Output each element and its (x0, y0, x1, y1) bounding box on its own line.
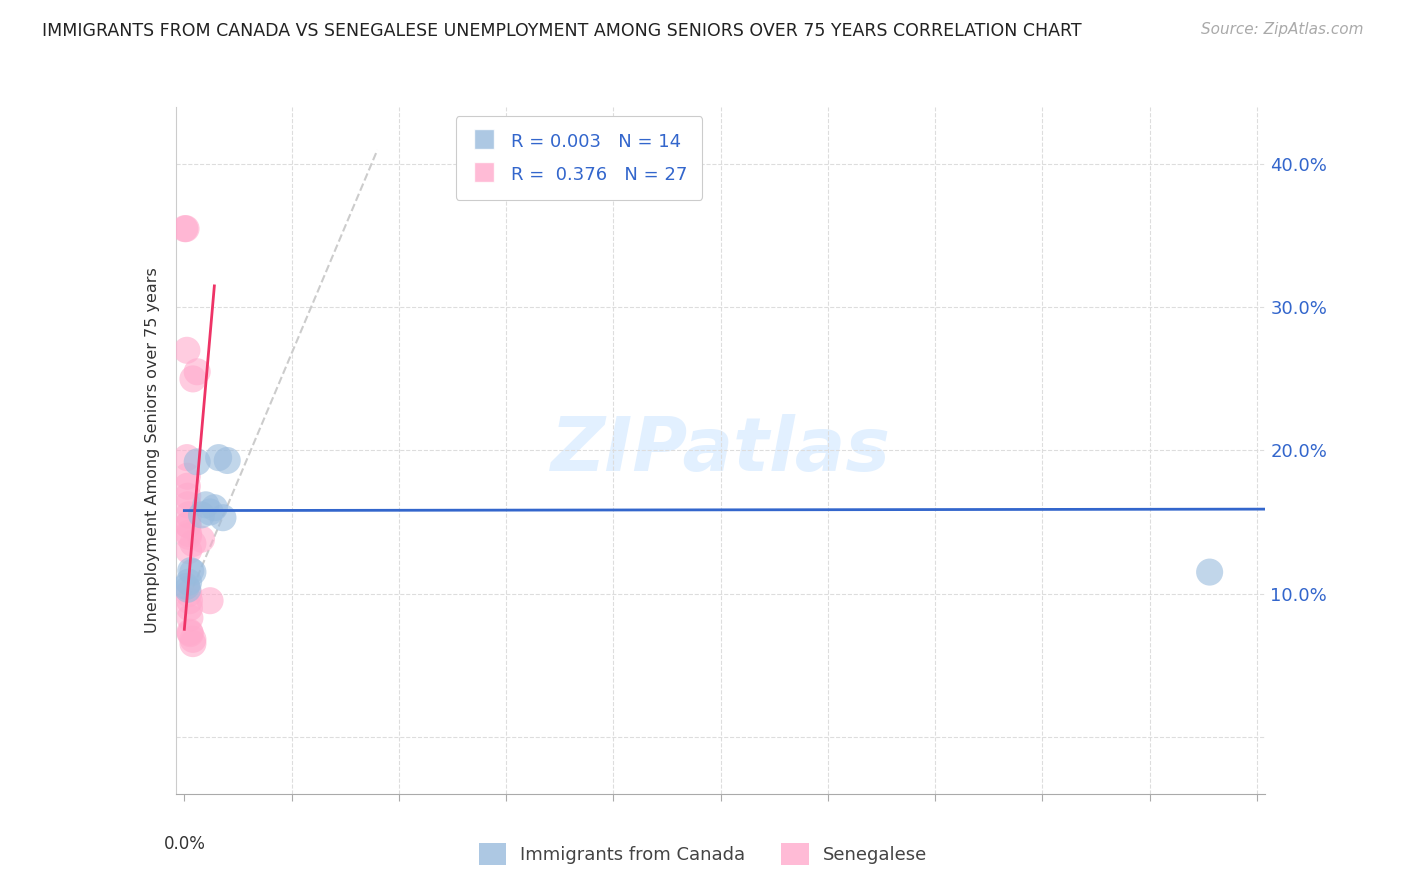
Text: Source: ZipAtlas.com: Source: ZipAtlas.com (1201, 22, 1364, 37)
Point (177, 575, 200, 590)
Point (212, 510, 235, 524)
Text: 0.0%: 0.0% (163, 835, 205, 853)
Point (181, 372, 204, 386)
Point (181, 536, 204, 550)
Point (186, 455, 208, 469)
Point (176, 469, 198, 483)
Point (208, 450, 231, 465)
Point (198, 505, 221, 519)
Point (181, 637, 204, 651)
Point (190, 532, 212, 546)
Legend: R = 0.003   N = 14, R =  0.376   N = 27: R = 0.003 N = 14, R = 0.376 N = 27 (456, 116, 703, 200)
Point (202, 500, 225, 515)
Point (1198, 565, 1220, 579)
Point (177, 582, 200, 597)
Point (180, 564, 202, 578)
Point (177, 543, 200, 558)
Point (177, 517, 200, 532)
Point (179, 625, 201, 640)
Point (176, 579, 198, 593)
Point (177, 489, 200, 503)
Point (176, 479, 198, 493)
Y-axis label: Unemployment Among Seniors over 75 years: Unemployment Among Seniors over 75 years (145, 268, 160, 633)
Point (190, 508, 212, 522)
Point (198, 593, 221, 607)
Point (181, 565, 204, 579)
Point (177, 508, 200, 522)
Legend: Immigrants from Canada, Senegalese: Immigrants from Canada, Senegalese (470, 834, 936, 874)
Text: IMMIGRANTS FROM CANADA VS SENEGALESE UNEMPLOYMENT AMONG SENIORS OVER 75 YEARS CO: IMMIGRANTS FROM CANADA VS SENEGALESE UNE… (42, 22, 1081, 40)
Point (179, 611, 201, 625)
Point (176, 450, 198, 465)
Point (177, 498, 200, 512)
Point (217, 453, 239, 467)
Point (186, 365, 208, 379)
Point (179, 626, 201, 640)
Point (173, 221, 195, 235)
Point (176, 343, 198, 358)
Point (177, 529, 200, 543)
Point (177, 586, 200, 600)
Point (174, 221, 197, 235)
Point (181, 632, 204, 647)
Point (177, 526, 200, 541)
Point (179, 593, 201, 607)
Point (177, 517, 200, 532)
Point (179, 600, 201, 615)
Text: ZIPatlas: ZIPatlas (551, 414, 890, 487)
Point (194, 498, 217, 512)
